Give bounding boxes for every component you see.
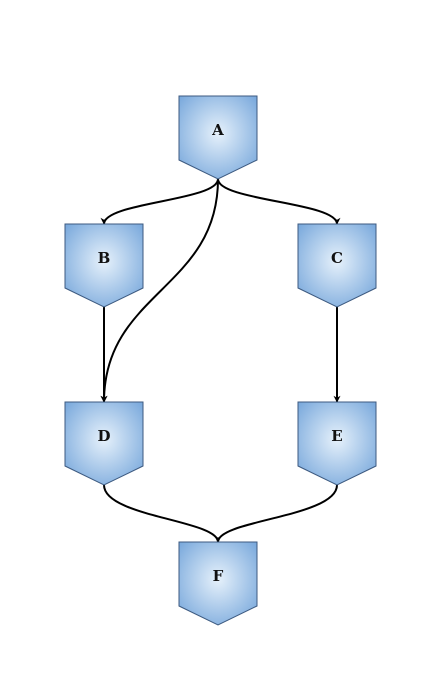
node-label: D — [97, 427, 110, 445]
node-shape — [297, 401, 377, 486]
node-a: A — [178, 95, 258, 180]
node-shape — [64, 401, 144, 486]
node-label: A — [211, 121, 224, 139]
node-e: E — [297, 401, 377, 486]
node-shape — [297, 223, 377, 308]
edges-layer — [100, 178, 341, 543]
edge-a-to-d — [100, 178, 219, 403]
node-shape — [64, 223, 144, 308]
node-d: D — [64, 401, 144, 486]
edge-a-to-c — [217, 178, 341, 225]
node-c: C — [297, 223, 377, 308]
node-f: F — [178, 541, 258, 626]
edge-a-to-b — [100, 178, 219, 225]
node-b: B — [64, 223, 144, 308]
node-shape — [178, 95, 258, 180]
node-label: F — [213, 567, 224, 585]
nodes-layer: A B C D E F — [64, 95, 377, 626]
node-shape — [178, 541, 258, 626]
node-label: B — [98, 249, 111, 267]
edge-e-to-f — [214, 484, 338, 543]
edge-d-to-f — [103, 484, 222, 543]
node-label: E — [331, 427, 342, 445]
node-label: C — [331, 249, 343, 267]
